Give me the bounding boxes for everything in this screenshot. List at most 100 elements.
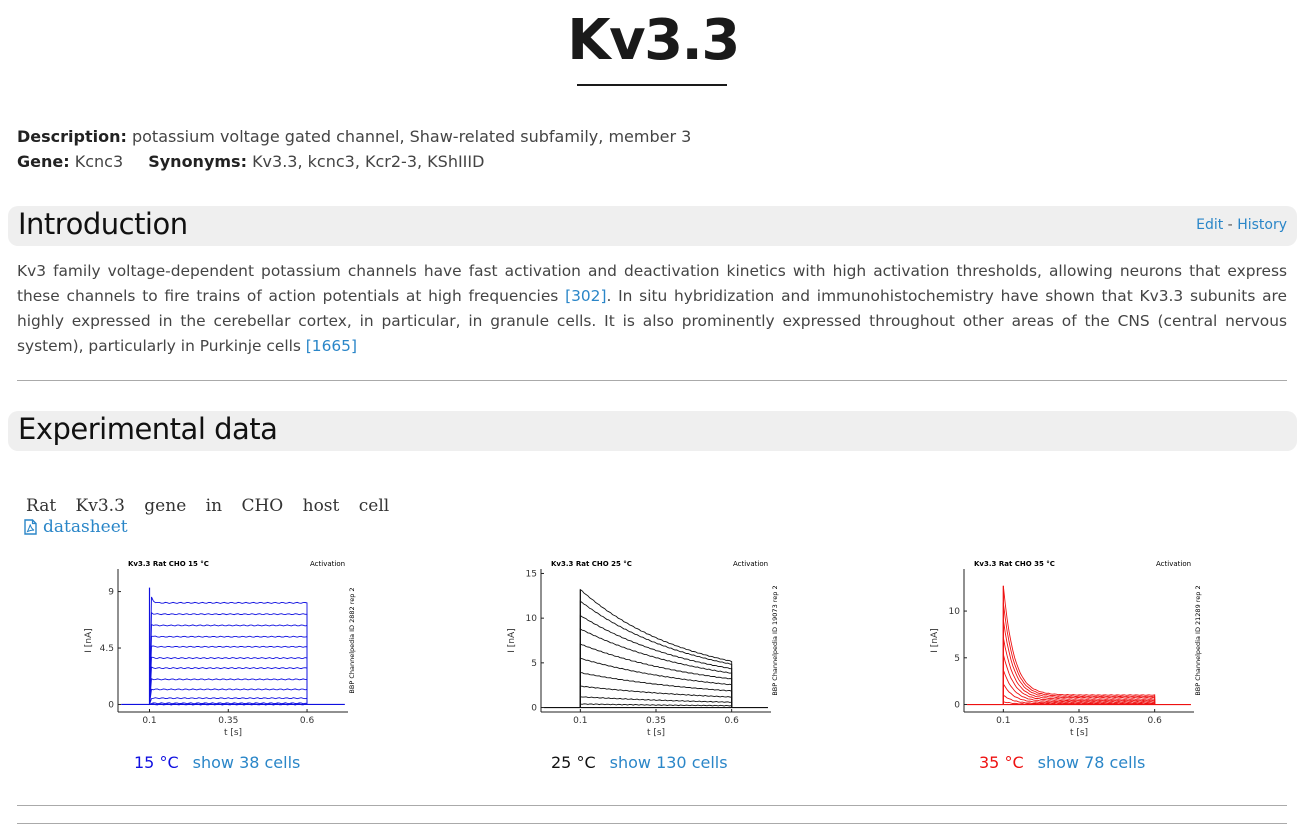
reference-302-link[interactable]: [302] xyxy=(565,287,607,305)
intro-text-part-2: . In situ hybridization and immunohistoc… xyxy=(17,287,1287,355)
current-trace xyxy=(1002,619,1156,705)
current-trace xyxy=(579,614,733,708)
current-trace xyxy=(579,657,733,708)
current-trace xyxy=(1002,669,1156,705)
y-axis-label: I [nA] xyxy=(507,628,517,652)
chart-35c: Kv3.3 Rat CHO 35 °C Activation 0.1 0.35 0.6 0… xyxy=(924,555,1214,772)
x-tick-label: 0.6 xyxy=(724,716,739,726)
chart-35c-svg: Kv3.3 Rat CHO 35 °C Activation 0.1 0.35 0.6 0… xyxy=(930,560,1202,738)
current-trace xyxy=(149,677,308,705)
current-trace xyxy=(579,703,733,708)
temperature-label-25c: 25 °C xyxy=(551,753,596,772)
current-trace xyxy=(149,656,308,705)
divider-bottom-1 xyxy=(17,805,1287,806)
y-tick-label: 4.5 xyxy=(100,644,114,654)
temperature-label-35c: 35 °C xyxy=(979,753,1024,772)
description-label: Description: xyxy=(17,127,127,146)
title-underline xyxy=(577,84,727,86)
x-axis-label: t [s] xyxy=(224,728,242,738)
current-trace xyxy=(149,635,308,705)
chart-25c: Kv3.3 Rat CHO 25 °C Activation 0.1 0.35 0.6 0… xyxy=(501,555,791,772)
y-axis-label: I [nA] xyxy=(930,628,940,652)
current-trace xyxy=(149,666,308,705)
chart-25c-caption: 25 °C show 130 cells xyxy=(551,753,728,772)
x-tick-label: 0.6 xyxy=(1147,716,1162,726)
y-axis-label: I [nA] xyxy=(84,628,94,652)
pdf-file-icon xyxy=(24,519,37,535)
experimental-heading: Experimental data xyxy=(18,412,278,446)
y-tick-label: 5 xyxy=(531,659,537,669)
x-tick-label: 0.35 xyxy=(218,716,238,726)
current-trace xyxy=(1002,637,1156,705)
current-trace xyxy=(579,685,733,708)
chart-15c: Kv3.3 Rat CHO 15 °C Activation 0.1 0.35 0.6 0… xyxy=(78,555,368,772)
chart-title: Kv3.3 Rat CHO 25 °C xyxy=(551,560,632,568)
link-separator: - xyxy=(1223,217,1238,233)
y-tick-label: 10 xyxy=(526,614,538,624)
current-trace xyxy=(1002,682,1156,705)
side-id-label: BBP Channelpedia ID 2882 rep 2 xyxy=(348,587,356,693)
y-tick-label: 0 xyxy=(531,704,537,714)
current-trace xyxy=(149,596,308,705)
show-cells-35c-link[interactable]: show 78 cells xyxy=(1037,753,1146,772)
current-trace xyxy=(149,697,308,705)
x-tick-label: 0.1 xyxy=(996,716,1010,726)
current-trace xyxy=(148,703,308,706)
chart-protocol-label: Activation xyxy=(733,560,768,568)
current-trace xyxy=(1002,701,1156,706)
current-trace xyxy=(579,643,733,708)
y-tick-label: 0 xyxy=(108,700,114,710)
gene-value: Kcnc3 xyxy=(74,152,124,171)
chart-protocol-label: Activation xyxy=(1156,560,1191,568)
section-links: Edit - History xyxy=(1196,217,1287,233)
x-tick-label: 0.35 xyxy=(646,716,666,726)
chart-15c-caption: 15 °C show 38 cells xyxy=(134,753,300,772)
chart-15c-svg: Kv3.3 Rat CHO 15 °C Activation 0.1 0.35 0.6 0… xyxy=(84,560,356,738)
show-cells-15c-link[interactable]: show 38 cells xyxy=(192,753,301,772)
history-link[interactable]: History xyxy=(1237,217,1287,233)
chart-25c-svg: Kv3.3 Rat CHO 25 °C Activation 0.1 0.35 0.6 0… xyxy=(507,560,779,738)
experimental-header: Experimental data xyxy=(8,411,1297,451)
current-trace xyxy=(1002,694,1156,705)
x-tick-label: 0.35 xyxy=(1069,716,1089,726)
current-trace xyxy=(579,628,733,708)
x-axis-label: t [s] xyxy=(1070,728,1088,738)
introduction-text: Kv3 family voltage-dependent potassium c… xyxy=(17,259,1287,359)
current-trace xyxy=(149,623,308,705)
datasheet-link[interactable]: datasheet xyxy=(24,517,128,537)
page-title: Kv3.3 xyxy=(567,8,740,73)
datasheet-label: datasheet xyxy=(43,517,128,537)
current-trace xyxy=(1002,653,1156,705)
reference-1665-link[interactable]: [1665] xyxy=(305,337,357,355)
divider-bottom-2 xyxy=(17,823,1287,824)
side-id-label: BBP Channelpedia ID 21289 rep 2 xyxy=(1194,585,1202,695)
show-cells-25c-link[interactable]: show 130 cells xyxy=(609,753,728,772)
x-tick-label: 0.1 xyxy=(573,716,587,726)
y-tick-label: 0 xyxy=(954,701,960,711)
introduction-header: Introduction Edit - History xyxy=(8,206,1297,246)
current-trace xyxy=(579,600,733,708)
description-row: Description: potassium voltage gated cha… xyxy=(17,127,691,146)
chart-title: Kv3.3 Rat CHO 35 °C xyxy=(974,560,1055,568)
introduction-heading: Introduction xyxy=(18,207,188,241)
current-trace xyxy=(1002,585,1156,705)
gene-row: Gene: Kcnc3 Synonyms: Kv3.3, kcnc3, Kcr2… xyxy=(17,152,484,171)
synonyms-value: Kv3.3, kcnc3, Kcr2-3, KShIIID xyxy=(252,152,485,171)
current-trace xyxy=(579,696,733,708)
side-id-label: BBP Channelpedia ID 19073 rep 2 xyxy=(771,585,779,695)
chart-35c-caption: 35 °C show 78 cells xyxy=(979,753,1145,772)
synonyms-label: Synonyms: xyxy=(148,152,247,171)
intro-text-part-1: Kv3 family voltage-dependent potassium c… xyxy=(17,262,1287,305)
temperature-label-15c: 15 °C xyxy=(134,753,179,772)
current-trace xyxy=(148,702,308,706)
edit-link[interactable]: Edit xyxy=(1196,217,1224,233)
current-trace xyxy=(149,611,308,705)
host-cell-label: Rat Kv3.3 gene in CHO host cell xyxy=(26,496,390,516)
y-tick-label: 10 xyxy=(949,607,961,617)
current-trace xyxy=(579,588,733,708)
chart-title: Kv3.3 Rat CHO 15 °C xyxy=(128,560,209,568)
chart-protocol-label: Activation xyxy=(310,560,345,568)
current-trace xyxy=(1002,602,1156,705)
current-trace xyxy=(579,672,733,708)
description-value: potassium voltage gated channel, Shaw-re… xyxy=(131,127,692,146)
